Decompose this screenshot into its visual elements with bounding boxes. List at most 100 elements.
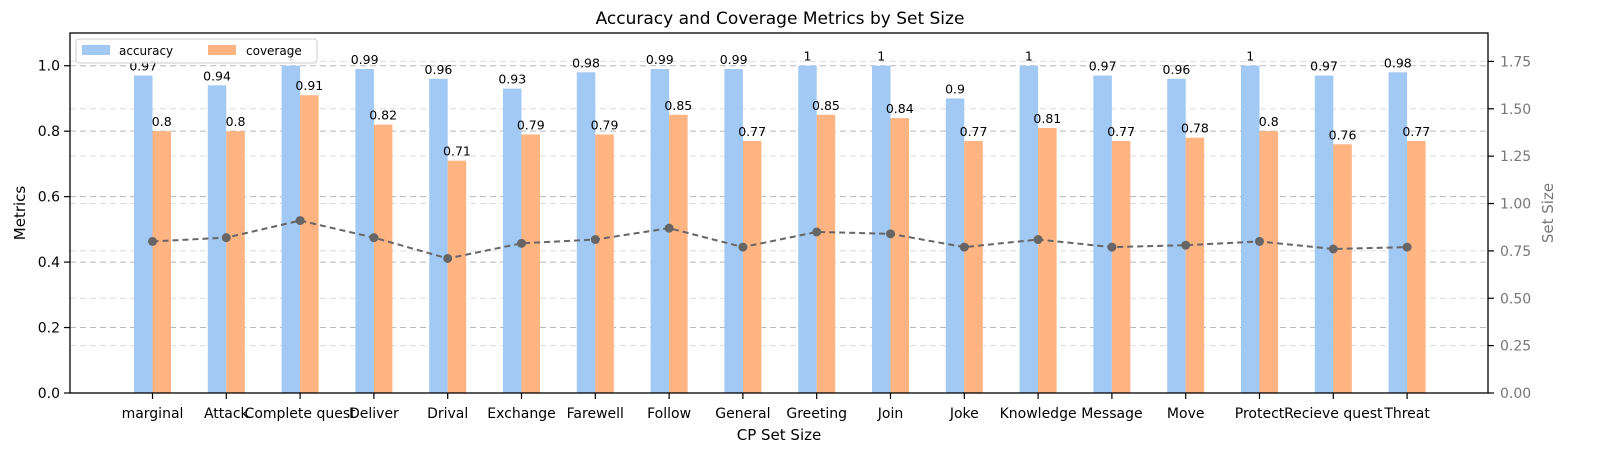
right-y-tick-label: 0.75: [1500, 244, 1531, 260]
right-y-axis: 0.00 0.25 0.50 0.75 1.00 1.25 1.50 1.75: [1488, 54, 1531, 402]
bar-label-accuracy: 0.99: [720, 52, 748, 67]
x-tick-label: Exchange: [487, 406, 555, 422]
bar-label-coverage: 0.77: [960, 124, 988, 139]
right-y-tick-label: 1.25: [1500, 149, 1531, 165]
left-y-tick-label: 0.2: [38, 321, 60, 337]
set-size-point: [738, 242, 748, 252]
bar-label-accuracy: 1: [877, 49, 885, 64]
bar-label-accuracy: 1: [1246, 49, 1254, 64]
plot-frame: [69, 32, 1489, 394]
y2-axis-label: Set Size: [1539, 183, 1557, 243]
set-size-point: [517, 238, 526, 248]
set-size-point: [664, 223, 674, 233]
legend-box: [75, 38, 318, 64]
bar-label-accuracy: 0.94: [203, 68, 231, 83]
right-y-tick-label: 0.50: [1500, 291, 1531, 307]
bar-label-coverage: 0.85: [664, 98, 692, 113]
bar-label-coverage: 0.81: [1033, 111, 1061, 126]
bar-accuracy: [1314, 75, 1334, 393]
bar-value-labels: 0.970.9410.990.960.930.980.990.99110.910…: [129, 49, 1430, 159]
bar-coverage: [890, 118, 909, 393]
bar-coverage: [1038, 127, 1057, 393]
bar-accuracy: [724, 69, 743, 393]
set-size-point: [1255, 236, 1264, 246]
bar-coverage: [521, 134, 540, 394]
bar-accuracy: [798, 65, 817, 394]
bar-coverage: [964, 141, 983, 393]
bar-coverage: [152, 131, 171, 393]
bar-label-accuracy: 0.93: [498, 72, 526, 87]
bar-accuracy: [207, 85, 227, 393]
bar-coverage: [669, 114, 688, 394]
bar-label-accuracy: 1: [1025, 49, 1033, 64]
bar-coverage: [1185, 137, 1205, 393]
bar-coverage: [373, 124, 393, 394]
right-y-tick-label: 1.75: [1500, 54, 1531, 70]
bar-accuracy: [429, 78, 448, 394]
bar-label-coverage: 0.79: [517, 117, 545, 132]
bar-coverage: [816, 114, 836, 394]
bar-label-accuracy: 0.99: [646, 52, 674, 67]
bar-label-coverage: 0.76: [1329, 127, 1357, 142]
bar-label-coverage: 0.8: [1259, 114, 1279, 129]
bar-coverage: [1407, 141, 1426, 393]
bar-accuracy: [1388, 72, 1408, 393]
chart-title: Accuracy and Coverage Metrics by Set Siz…: [596, 9, 965, 29]
set-size-point: [443, 253, 453, 263]
y-axis-label: Metrics: [11, 186, 29, 241]
bar-accuracy: [355, 69, 374, 393]
x-tick-label: Complete quest: [245, 406, 357, 422]
x-tick-label: marginal: [122, 406, 184, 422]
left-y-axis: 0.0 0.2 0.4 0.6 0.8 1.0: [38, 59, 70, 402]
bar-label-coverage: 0.77: [738, 124, 766, 139]
right-y-tick-label: 0.00: [1500, 386, 1531, 402]
bar-label-accuracy: 0.98: [1384, 55, 1412, 70]
legend-swatch-coverage: [208, 45, 236, 55]
x-tick-label: Join: [877, 406, 903, 422]
set-size-point: [148, 236, 157, 246]
set-size-point: [369, 233, 379, 243]
legend-label-accuracy: accuracy: [119, 44, 173, 58]
bar-coverage: [1111, 141, 1131, 393]
right-y-tick-label: 1.00: [1500, 197, 1531, 213]
bar-label-coverage: 0.84: [886, 101, 914, 116]
set-size-point: [1328, 244, 1338, 254]
bar-coverage: [300, 95, 319, 393]
x-tick-label: Threat: [1383, 406, 1430, 422]
bar-label-accuracy: 0.97: [1310, 59, 1338, 74]
x-tick-label: Farewell: [567, 406, 624, 422]
left-y-tick-label: 0.0: [38, 386, 60, 402]
x-tick-label: Recieve quest: [1284, 406, 1383, 422]
legend: accuracy coverage: [75, 38, 318, 64]
x-axis-label: CP Set Size: [737, 426, 821, 444]
bar-accuracy: [1167, 78, 1186, 394]
x-tick-label: Deliver: [349, 406, 399, 422]
set-size-point: [886, 229, 895, 239]
x-tick-label: Knowledge: [1000, 406, 1077, 422]
set-size-point: [590, 235, 600, 245]
left-y-tick-label: 0.4: [38, 255, 60, 271]
x-tick-label: Drival: [427, 406, 468, 422]
bar-label-coverage: 0.77: [1402, 124, 1430, 139]
x-tick-label: Protect: [1235, 406, 1285, 422]
bar-accuracy: [650, 69, 670, 393]
bar-label-coverage: 0.85: [812, 98, 840, 113]
bar-accuracy: [281, 65, 301, 394]
left-y-tick-label: 0.8: [38, 124, 60, 140]
bar-accuracy: [503, 88, 522, 394]
bar-accuracy: [1241, 65, 1260, 394]
bar-coverage: [226, 131, 245, 393]
bar-accuracy: [945, 98, 965, 394]
bar-label-coverage: 0.78: [1181, 121, 1209, 136]
set-size-point: [812, 227, 822, 237]
x-tick-label: Joke: [949, 406, 979, 422]
bar-coverage: [1333, 144, 1352, 393]
set-size-point: [295, 216, 305, 226]
bar-label-accuracy: 0.98: [572, 55, 600, 70]
set-size-point: [1402, 242, 1412, 252]
bar-label-accuracy: 0.99: [351, 52, 379, 67]
bar-label-accuracy: 0.97: [1089, 59, 1117, 74]
bar-label-accuracy: 0.9: [945, 81, 965, 96]
bar-coverage: [1259, 131, 1278, 393]
